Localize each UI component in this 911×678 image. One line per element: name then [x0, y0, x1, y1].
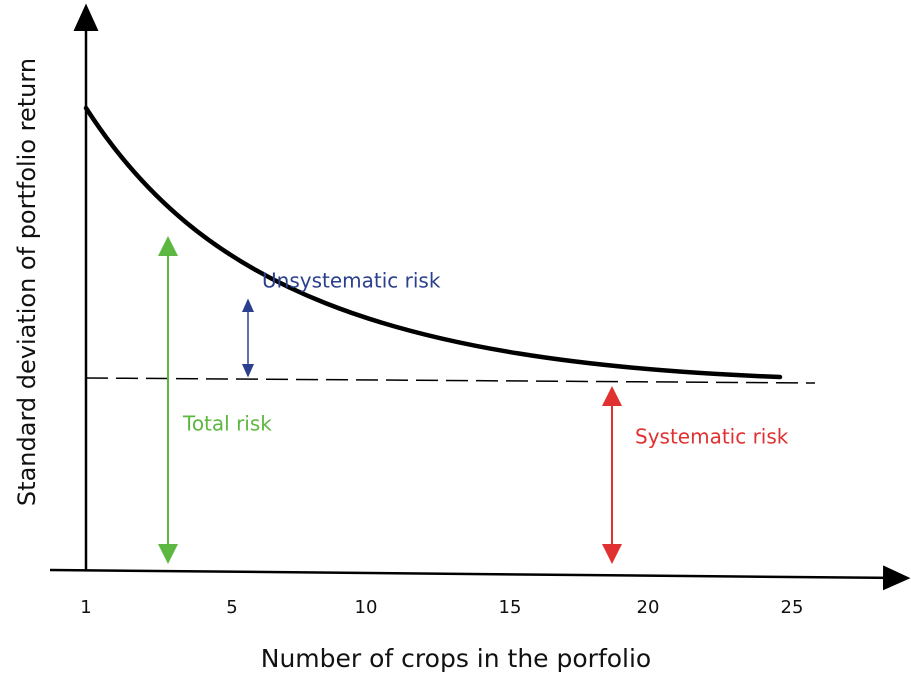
risk-curve: [83, 105, 783, 380]
x-tick-label: 15: [499, 597, 522, 618]
y-axis-label: Standard deviation of portfolio return: [13, 58, 41, 506]
x-tick-label: 10: [355, 597, 378, 618]
total-label: Total risk: [182, 412, 272, 436]
x-tick-label: 1: [80, 597, 91, 618]
x-axis: [49, 565, 911, 591]
x-axis-label: Number of crops in the porfolio: [261, 644, 651, 673]
x-tick-label: 5: [226, 597, 237, 618]
systematic-label: Systematic risk: [635, 425, 789, 449]
x-tick-label: 20: [637, 597, 660, 618]
unsystematic-label: Unsystematic risk: [262, 269, 441, 293]
systematic-level: [85, 377, 816, 384]
x-tick-label: 25: [781, 597, 804, 618]
